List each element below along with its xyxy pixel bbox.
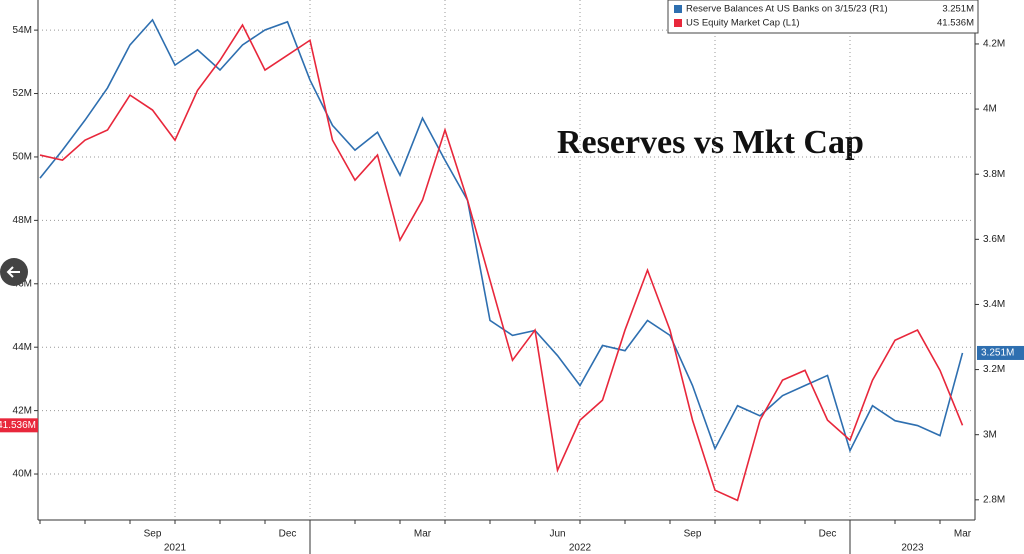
legend-value: 41.536M bbox=[937, 18, 974, 29]
legend-value: 3.251M bbox=[942, 4, 974, 15]
year-label: 2023 bbox=[901, 543, 924, 554]
x-tick-label: Jun bbox=[549, 529, 565, 540]
y2-tick-label: 4M bbox=[983, 104, 997, 115]
y-tick-label: 54M bbox=[13, 25, 32, 36]
end-label: 3.251M bbox=[981, 348, 1014, 359]
back-arrow[interactable] bbox=[6, 266, 20, 278]
y-tick-label: 48M bbox=[13, 215, 32, 226]
y2-tick-label: 4.2M bbox=[983, 39, 1005, 50]
end-label-box bbox=[0, 418, 38, 433]
y2-tick-label: 3M bbox=[983, 429, 997, 440]
y2-tick-label: 3.6M bbox=[983, 234, 1005, 245]
y-tick-label: 50M bbox=[13, 152, 32, 163]
year-label: 2022 bbox=[569, 543, 592, 554]
y2-tick-label: 3.2M bbox=[983, 364, 1005, 375]
x-tick-label: Sep bbox=[144, 529, 162, 540]
x-tick-label: Mar bbox=[954, 529, 972, 540]
end-label-box bbox=[977, 345, 1024, 360]
y-tick-label: 40M bbox=[13, 469, 32, 480]
legend: Reserve Balances At US Banks on 3/15/23 … bbox=[667, 0, 979, 34]
y-tick-label: 42M bbox=[13, 405, 32, 416]
legend-swatch bbox=[674, 19, 682, 27]
legend-swatch bbox=[674, 5, 682, 13]
y2-tick-label: 3.4M bbox=[983, 299, 1005, 310]
y-tick-label: 46M bbox=[13, 278, 32, 289]
x-tick-label: Dec bbox=[279, 529, 297, 540]
series-line bbox=[39, 18, 964, 453]
legend-label: US Equity Market Cap (L1) bbox=[686, 18, 800, 29]
x-tick-label: Dec bbox=[819, 529, 837, 540]
annotation: Reserves vs Mkt Cap bbox=[557, 124, 864, 161]
y2-tick-label: 2.8M bbox=[983, 494, 1005, 505]
y-tick-label: 44M bbox=[13, 342, 32, 353]
year-label: 2021 bbox=[164, 543, 187, 554]
legend-box bbox=[667, 0, 979, 34]
back-button[interactable] bbox=[0, 258, 28, 286]
y-tick-label: 52M bbox=[13, 88, 32, 99]
y2-tick-label: 3.8M bbox=[983, 169, 1005, 180]
series-line bbox=[39, 23, 964, 502]
end-label: 41.536M bbox=[0, 420, 36, 431]
x-tick-label: Mar bbox=[414, 529, 432, 540]
x-tick-label: Sep bbox=[684, 529, 702, 540]
legend-label: Reserve Balances At US Banks on 3/15/23 … bbox=[686, 4, 888, 15]
